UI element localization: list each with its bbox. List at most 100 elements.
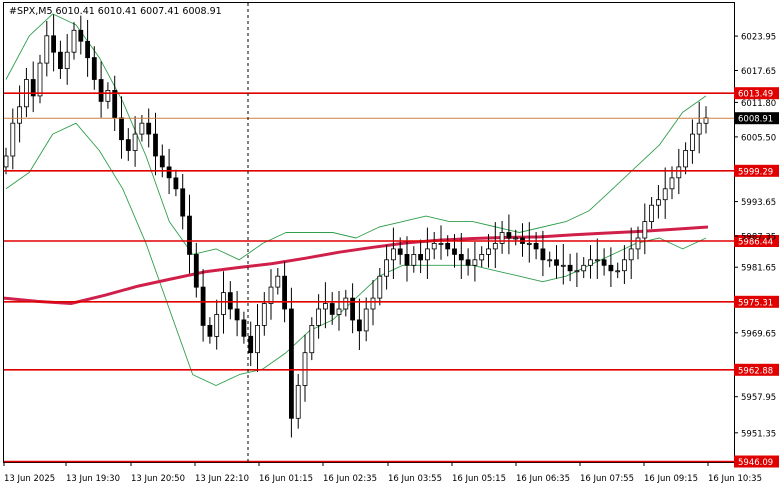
level-label: 5946.09 [738, 458, 773, 468]
candle-body [492, 242, 498, 250]
x-tick-label: 16 Jun 09:15 [644, 474, 698, 484]
candle-body [200, 286, 206, 326]
candle-body [105, 90, 111, 102]
candle-body [3, 155, 9, 168]
candle-body [499, 232, 505, 244]
candle-body [64, 51, 70, 70]
candle-body [431, 242, 437, 250]
candle-body [526, 242, 532, 245]
symbol-header: #SPX,M5 6010.41 6010.41 6007.41 6008.91 [9, 6, 222, 17]
candle-body [282, 275, 288, 310]
current-price-box [734, 112, 779, 125]
candle-body [669, 177, 675, 190]
candle-body [98, 79, 104, 102]
candle-body [581, 264, 587, 272]
moving-average-line [3, 225, 709, 305]
level-label: 5962.88 [738, 366, 773, 376]
candle-body [622, 259, 627, 272]
candle-body [424, 248, 430, 261]
y-tick-label: 5957.95 [741, 393, 776, 403]
candle-body [418, 253, 424, 261]
candle-body [146, 122, 152, 135]
candle-body [676, 166, 682, 179]
candle-body [411, 253, 417, 266]
candle-body [683, 150, 688, 168]
candle-body [166, 166, 172, 179]
candle-body [642, 221, 648, 239]
moving-average [3, 225, 709, 305]
candle-body [268, 286, 274, 304]
x-tick-label: 13 Jun 22:10 [195, 474, 249, 484]
candle-body [51, 35, 56, 53]
candle-body [472, 259, 478, 266]
level-label-box [734, 455, 779, 468]
candle-body [336, 308, 342, 315]
candle-body [350, 297, 356, 321]
time-axis: 13 Jun 2025 13 Jun 19:30 13 Jun 20:50 13 Ju… [3, 462, 762, 484]
y-tick-label: 6017.65 [741, 67, 776, 77]
candle-body [635, 237, 641, 250]
candle-body [662, 188, 668, 201]
candle-body [241, 319, 247, 337]
price-axis: 6023.95 6017.65 6011.80 6005.50 5993.65 5987.… [734, 33, 776, 439]
x-tick-label: 13 Jun 2025 [4, 474, 55, 484]
candle-body [329, 303, 335, 315]
candle-body [44, 35, 50, 64]
candle-body [384, 259, 390, 277]
candle-body [540, 248, 546, 261]
candle-body [37, 62, 43, 97]
candle-body [295, 385, 301, 419]
candle-body [214, 314, 220, 337]
candle-body [159, 155, 165, 168]
candle-body [227, 292, 233, 310]
candle-body [615, 270, 621, 273]
x-tick-label: 16 Jun 02:35 [323, 474, 377, 484]
candle-body [452, 248, 457, 255]
candle-body [574, 270, 580, 273]
candle-body [173, 177, 179, 190]
candle-body [322, 303, 328, 310]
level-label-box [734, 363, 779, 376]
candle-body [356, 319, 362, 332]
candle-body [275, 275, 281, 288]
candle-body [513, 237, 519, 240]
candle-body [180, 188, 186, 217]
level-label-box [734, 295, 779, 308]
support-resistance-levels: 6013.49 5999.29 5986.44 5975.31 5962.88 5946.… [4, 87, 779, 468]
candle-body [594, 259, 600, 262]
candle-body [316, 308, 322, 326]
candle-body [479, 253, 485, 261]
candles [3, 14, 709, 438]
candle-body [71, 29, 77, 53]
x-tick-label: 16 Jun 10:35 [708, 474, 762, 484]
level-label: 5975.31 [738, 298, 773, 308]
level-label: 5999.29 [738, 167, 773, 177]
candle-body [139, 122, 145, 135]
candle-body [533, 242, 539, 250]
candle-body [10, 122, 16, 157]
y-tick-label: 5951.35 [741, 429, 776, 439]
x-tick-label: 16 Jun 06:35 [516, 474, 570, 484]
level-label-box [734, 235, 779, 247]
candle-body [567, 264, 573, 272]
candle-body [187, 215, 192, 255]
bollinger-upper-line [5, 13, 707, 261]
y-tick-label: 6005.50 [741, 133, 776, 143]
candle-body [343, 297, 349, 310]
candle-body [112, 90, 118, 119]
candle-body [370, 297, 376, 310]
candle-body [445, 242, 451, 250]
x-tick-label: 16 Jun 03:55 [388, 474, 442, 484]
candle-body [58, 51, 63, 70]
x-tick-label: 16 Jun 05:15 [452, 474, 506, 484]
candle-body [78, 29, 84, 42]
x-tick-label: 16 Jun 07:55 [580, 474, 634, 484]
y-tick-label: 5981.65 [741, 264, 776, 274]
candle-body [30, 79, 36, 97]
candle-body [207, 324, 213, 337]
candle-body [560, 264, 566, 267]
candle-body [404, 253, 410, 266]
candle-body [656, 199, 661, 206]
